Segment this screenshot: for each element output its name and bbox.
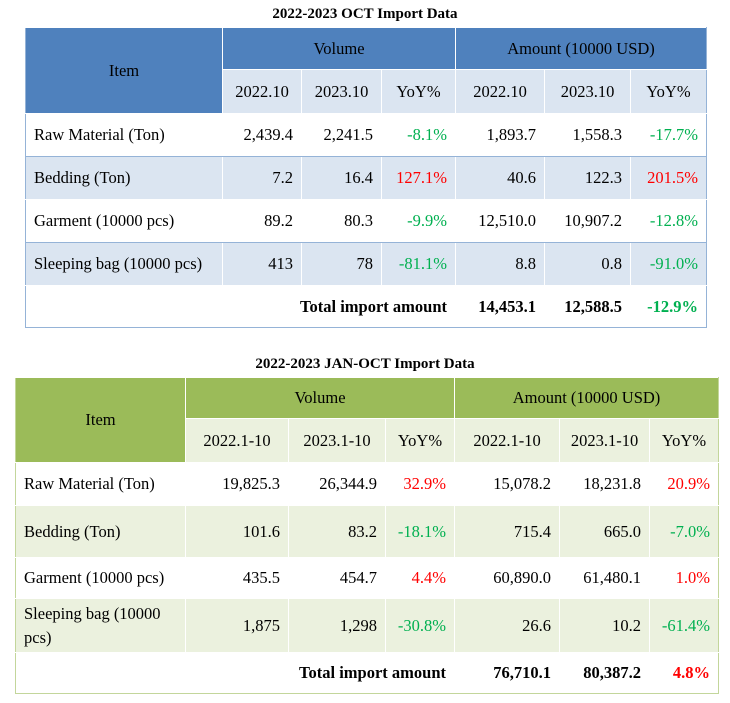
janoct-table-title: 2022-2023 JAN-OCT Import Data: [255, 356, 475, 372]
amount-2022: 26.6: [454, 598, 561, 653]
amount-yoy: -61.4%: [649, 598, 720, 653]
amount-2022: 8.8: [455, 242, 546, 286]
amount-2023: 0.8: [544, 242, 632, 286]
amount-2023: 18,231.8: [559, 462, 651, 506]
volume-2022: 7.2: [222, 156, 302, 200]
total-amount-yoy: 4.8%: [649, 652, 720, 694]
subheader-volume-2022: 2022.1-10: [185, 418, 289, 463]
total-amount-2022: 14,453.1: [455, 285, 546, 328]
table-row: Sleeping bag (10000 pcs) 1,875 1,298 -30…: [15, 598, 720, 653]
amount-2022: 715.4: [454, 505, 561, 558]
volume-header: Volume: [221, 27, 457, 70]
table-row: Bedding (Ton) 101.6 83.2 -18.1% 715.4 66…: [15, 505, 720, 558]
table-row: Garment (10000 pcs) 89.2 80.3 -9.9% 12,5…: [25, 199, 708, 243]
volume-yoy: -30.8%: [384, 598, 456, 653]
amount-yoy: -91.0%: [630, 242, 708, 286]
volume-2023: 1,298: [288, 598, 386, 653]
volume-yoy: -81.1%: [380, 242, 457, 286]
amount-2022: 1,893.7: [455, 113, 546, 157]
amount-2023: 10,907.2: [544, 199, 632, 243]
volume-2023: 26,344.9: [288, 462, 386, 506]
janoct-import-table: Item Volume Amount (10000 USD) 2022.1-10…: [14, 377, 720, 694]
item-label: Bedding (Ton): [25, 156, 223, 200]
total-amount-2023: 80,387.2: [559, 652, 651, 694]
total-amount-2022: 76,710.1: [454, 652, 561, 694]
volume-2023: 2,241.5: [301, 113, 382, 157]
volume-2023: 80.3: [301, 199, 382, 243]
item-label: Garment (10000 pcs): [15, 557, 186, 599]
total-amount-2023: 12,588.5: [544, 285, 632, 328]
amount-2023: 1,558.3: [544, 113, 632, 157]
amount-2023: 61,480.1: [559, 557, 651, 599]
item-label: Garment (10000 pcs): [25, 199, 223, 243]
amount-2022: 12,510.0: [455, 199, 546, 243]
amount-yoy: -7.0%: [649, 505, 720, 558]
amount-yoy: 20.9%: [649, 462, 720, 506]
volume-2022: 89.2: [222, 199, 302, 243]
volume-2022: 101.6: [185, 505, 289, 558]
item-label: Raw Material (Ton): [25, 113, 223, 157]
volume-yoy: 32.9%: [384, 462, 456, 506]
subheader-amount-2022: 2022.1-10: [454, 418, 561, 463]
volume-yoy: 127.1%: [380, 156, 457, 200]
table-row: Raw Material (Ton) 19,825.3 26,344.9 32.…: [15, 462, 720, 506]
volume-2022: 413: [222, 242, 302, 286]
oct-table-title: 2022-2023 OCT Import Data: [272, 6, 458, 22]
volume-header: Volume: [184, 377, 456, 419]
total-row: Total import amount 76,710.1 80,387.2 4.…: [14, 652, 720, 694]
subheader-volume-yoy: YoY%: [384, 418, 456, 463]
volume-2023: 454.7: [288, 557, 386, 599]
volume-yoy: -18.1%: [384, 505, 456, 558]
subheader-amount-yoy: YoY%: [649, 418, 720, 463]
amount-2023: 122.3: [544, 156, 632, 200]
volume-2022: 2,439.4: [222, 113, 302, 157]
amount-yoy: -17.7%: [630, 113, 708, 157]
volume-yoy: 4.4%: [384, 557, 456, 599]
item-label: Sleeping bag (10000 pcs): [25, 242, 223, 286]
subheader-amount-2023: 2023.1-10: [559, 418, 651, 463]
volume-yoy: -8.1%: [380, 113, 457, 157]
item-label: Sleeping bag (10000 pcs): [15, 598, 186, 653]
table-row: Bedding (Ton) 7.2 16.4 127.1% 40.6 122.3…: [25, 156, 708, 200]
total-label: Total import amount: [24, 285, 457, 328]
volume-2023: 16.4: [301, 156, 382, 200]
total-label: Total import amount: [14, 652, 456, 694]
total-amount-yoy: -12.9%: [630, 285, 708, 328]
table-row: Garment (10000 pcs) 435.5 454.7 4.4% 60,…: [15, 557, 720, 599]
volume-2023: 78: [301, 242, 382, 286]
amount-yoy: -12.8%: [630, 199, 708, 243]
item-label: Raw Material (Ton): [15, 462, 186, 506]
subheader-volume-2023: 2023.10: [301, 69, 382, 114]
table-row: Raw Material (Ton) 2,439.4 2,241.5 -8.1%…: [25, 113, 708, 157]
volume-2022: 435.5: [185, 557, 289, 599]
amount-2022: 15,078.2: [454, 462, 561, 506]
amount-2022: 40.6: [455, 156, 546, 200]
item-label: Bedding (Ton): [15, 505, 186, 558]
total-row: Total import amount 14,453.1 12,588.5 -1…: [24, 285, 708, 328]
subheader-amount-yoy: YoY%: [630, 69, 708, 114]
amount-header: Amount (10000 USD): [454, 377, 720, 419]
volume-2022: 1,875: [185, 598, 289, 653]
oct-import-table: Item Volume Amount (10000 USD) 2022.10 2…: [24, 27, 708, 328]
subheader-amount-2023: 2023.10: [544, 69, 632, 114]
table-row: Sleeping bag (10000 pcs) 413 78 -81.1% 8…: [25, 242, 708, 286]
volume-2023: 83.2: [288, 505, 386, 558]
amount-2023: 10.2: [559, 598, 651, 653]
amount-yoy: 201.5%: [630, 156, 708, 200]
amount-header: Amount (10000 USD): [455, 27, 708, 70]
volume-2022: 19,825.3: [185, 462, 289, 506]
subheader-volume-2023: 2023.1-10: [288, 418, 386, 463]
volume-yoy: -9.9%: [380, 199, 457, 243]
amount-2022: 60,890.0: [454, 557, 561, 599]
subheader-amount-2022: 2022.10: [455, 69, 546, 114]
amount-yoy: 1.0%: [649, 557, 720, 599]
item-header: Item: [25, 27, 223, 114]
item-header: Item: [15, 377, 186, 463]
subheader-volume-2022: 2022.10: [222, 69, 302, 114]
amount-2023: 665.0: [559, 505, 651, 558]
subheader-volume-yoy: YoY%: [380, 69, 457, 114]
